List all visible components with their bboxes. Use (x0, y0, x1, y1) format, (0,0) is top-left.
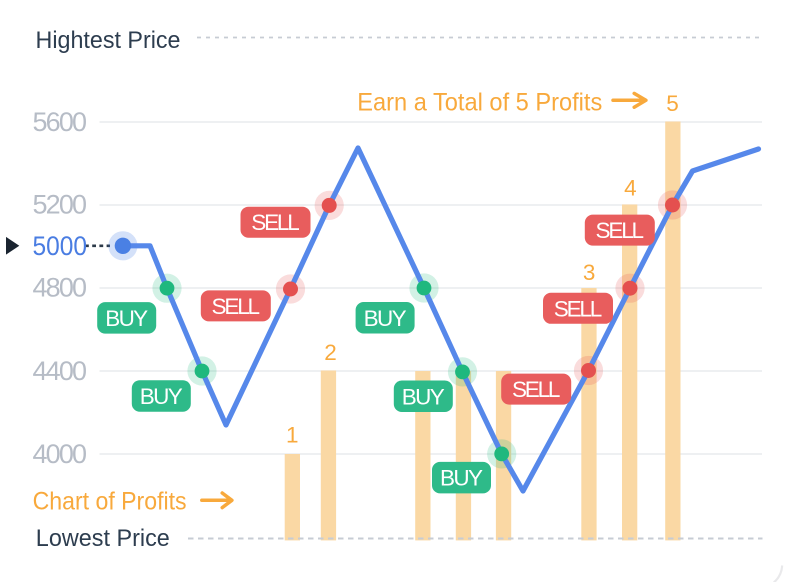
svg-text:Hightest Price: Hightest Price (36, 27, 181, 54)
svg-text:4800: 4800 (33, 273, 88, 303)
svg-text:4: 4 (624, 176, 637, 201)
svg-text:5000: 5000 (33, 231, 88, 261)
svg-text:SELL: SELL (512, 377, 561, 402)
svg-text:4400: 4400 (33, 356, 88, 386)
svg-text:BUY: BUY (440, 466, 483, 491)
svg-text:5600: 5600 (33, 107, 88, 137)
svg-text:BUY: BUY (364, 306, 407, 331)
svg-text:5200: 5200 (33, 190, 88, 220)
svg-text:BUY: BUY (105, 306, 148, 331)
svg-text:SELL: SELL (596, 218, 645, 243)
svg-text:SELL: SELL (554, 296, 603, 321)
svg-text:1: 1 (286, 423, 299, 448)
svg-text:3: 3 (583, 260, 596, 285)
svg-text:SELL: SELL (251, 210, 300, 235)
svg-text:Lowest Price: Lowest Price (36, 525, 170, 552)
svg-text:BUY: BUY (402, 384, 445, 409)
svg-text:Chart of Profits: Chart of Profits (33, 487, 187, 515)
svg-text:SELL: SELL (212, 294, 260, 319)
svg-text:2: 2 (324, 340, 337, 365)
svg-text:4000: 4000 (33, 439, 88, 469)
svg-text:BUY: BUY (140, 384, 183, 409)
svg-text:Earn a Total of 5 Profits: Earn a Total of 5 Profits (357, 89, 602, 117)
svg-text:5: 5 (666, 91, 679, 116)
